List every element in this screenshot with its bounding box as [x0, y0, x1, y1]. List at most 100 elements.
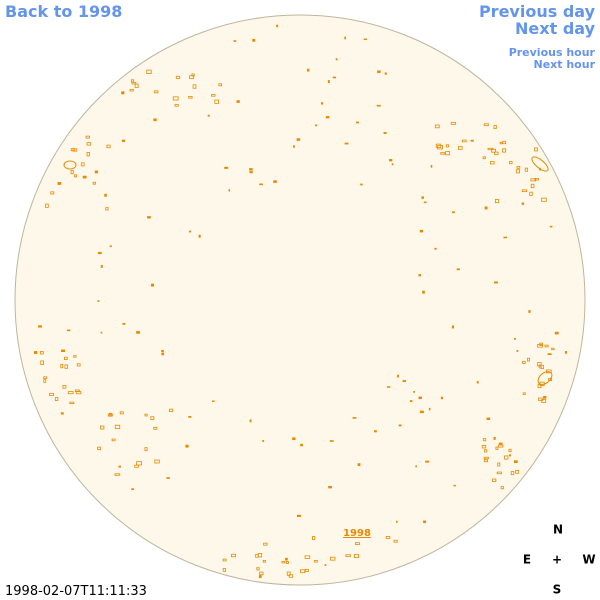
speck	[296, 514, 301, 517]
speck	[131, 81, 137, 85]
speck	[73, 355, 77, 358]
speck	[481, 445, 487, 449]
speck	[233, 40, 237, 42]
speck	[483, 459, 488, 463]
speck	[423, 201, 427, 204]
speck	[534, 178, 539, 181]
speck	[285, 557, 288, 561]
next-hour-link[interactable]: Next hour	[534, 58, 596, 71]
speck	[129, 89, 134, 92]
speck	[228, 189, 231, 192]
speck	[353, 554, 360, 559]
speck	[344, 142, 349, 145]
timestamp: 1998-02-07T11:11:33	[5, 584, 147, 599]
speck	[383, 132, 387, 134]
speck	[276, 24, 279, 28]
previous-day-link[interactable]: Previous day	[479, 2, 596, 21]
speck	[357, 463, 361, 467]
speck	[286, 571, 291, 576]
speck	[252, 38, 256, 42]
speck	[495, 446, 499, 450]
speck	[445, 151, 451, 156]
speck	[218, 83, 222, 87]
speck	[483, 123, 489, 127]
speck	[537, 371, 553, 385]
speck	[288, 574, 294, 578]
disk-link[interactable]: 1998	[343, 528, 371, 539]
speck	[356, 121, 359, 124]
speck	[515, 469, 520, 474]
speck	[161, 349, 164, 353]
speck	[43, 376, 48, 379]
speck	[451, 325, 455, 329]
speck	[69, 401, 75, 405]
speck	[423, 520, 427, 524]
speck	[384, 72, 387, 75]
speck	[76, 363, 81, 367]
speck	[419, 229, 424, 233]
speck	[73, 174, 78, 178]
speck	[273, 180, 277, 183]
speck	[292, 437, 296, 441]
speck	[168, 408, 174, 412]
speck	[503, 236, 508, 239]
speck	[498, 442, 503, 445]
speck	[493, 436, 496, 440]
speck	[457, 145, 463, 150]
speck	[386, 386, 391, 388]
speck	[153, 118, 157, 122]
speck	[440, 152, 446, 155]
speck	[500, 486, 504, 490]
speck	[188, 416, 192, 418]
speck	[61, 349, 66, 353]
speck	[494, 151, 499, 156]
speck	[344, 36, 347, 40]
back-link[interactable]: Back to 1998	[5, 2, 122, 21]
speck	[329, 440, 334, 442]
speck	[544, 344, 549, 348]
speck	[491, 148, 496, 153]
speck	[530, 183, 535, 189]
speck	[398, 424, 402, 427]
speck	[352, 417, 357, 419]
speck	[487, 147, 494, 151]
speck	[111, 438, 116, 442]
speck	[510, 471, 515, 475]
speck	[211, 94, 216, 97]
speck	[428, 407, 431, 411]
speck	[355, 542, 360, 545]
speck	[150, 283, 155, 287]
speck	[54, 397, 59, 401]
speck	[134, 83, 139, 88]
speck	[564, 351, 568, 354]
speck	[461, 139, 467, 143]
speck	[537, 362, 542, 367]
speck	[514, 337, 516, 340]
speck	[397, 374, 400, 378]
speck	[130, 79, 135, 83]
speck	[249, 168, 253, 171]
next-day-link[interactable]: Next day	[515, 19, 596, 38]
speck	[121, 91, 125, 95]
previous-hour-link[interactable]: Previous hour	[509, 46, 596, 59]
speck	[315, 124, 318, 127]
solar-disk	[14, 14, 586, 586]
speck	[166, 477, 170, 479]
speck	[249, 419, 252, 423]
speck	[396, 520, 398, 523]
speck	[551, 347, 555, 351]
speck	[524, 167, 529, 172]
speck	[434, 247, 437, 250]
speck	[547, 353, 552, 356]
speck	[484, 206, 488, 210]
speck	[38, 325, 42, 328]
speck	[174, 104, 179, 107]
speck	[106, 144, 111, 149]
speck	[153, 426, 158, 430]
speck	[263, 542, 268, 546]
speck	[153, 90, 159, 94]
speck	[425, 460, 430, 463]
speck	[131, 488, 135, 491]
speck	[329, 556, 336, 561]
